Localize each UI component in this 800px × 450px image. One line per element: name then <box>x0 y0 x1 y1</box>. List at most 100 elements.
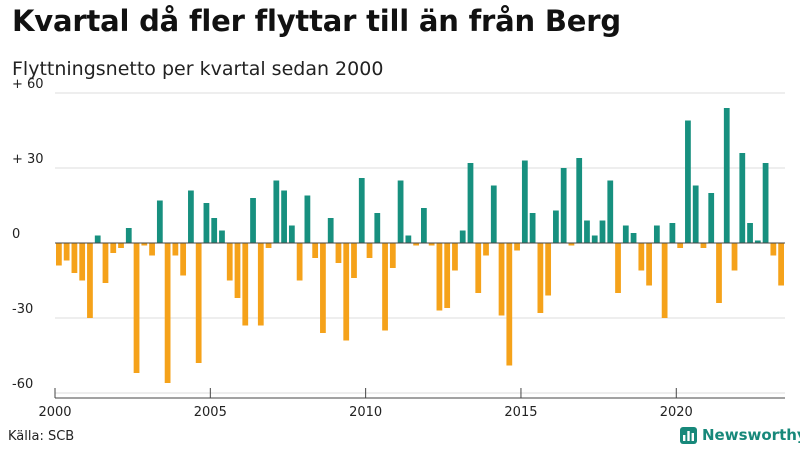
bar <box>374 213 381 243</box>
bar <box>125 228 132 243</box>
bar <box>203 203 210 243</box>
bar <box>219 230 225 243</box>
bar <box>669 223 676 243</box>
bar <box>110 243 117 253</box>
chart-title: Kvartal då fler flyttar till än från Ber… <box>12 4 621 38</box>
bar <box>615 243 621 293</box>
bar <box>149 243 155 256</box>
bar <box>716 243 722 303</box>
bar <box>452 243 458 271</box>
bar <box>778 243 784 286</box>
bar <box>607 180 614 243</box>
bar <box>343 243 350 341</box>
newsworthy-icon <box>680 426 697 444</box>
bar <box>188 190 194 243</box>
bar <box>265 243 272 248</box>
bar <box>195 243 202 363</box>
bar <box>747 223 753 243</box>
bar <box>436 243 443 311</box>
y-tick-label: -30 <box>12 302 33 317</box>
source-label: Källa: SCB <box>8 429 75 444</box>
y-tick-label: + 60 <box>12 77 44 92</box>
bar <box>358 178 365 243</box>
bar <box>754 240 761 243</box>
bar <box>273 180 280 243</box>
bar <box>731 243 738 271</box>
bar <box>545 243 552 296</box>
bar <box>506 243 513 366</box>
bar <box>226 243 233 281</box>
bar <box>304 195 311 243</box>
bar <box>591 235 598 243</box>
bar <box>296 243 303 281</box>
bar <box>56 243 62 266</box>
bar <box>234 243 241 298</box>
y-tick-label: 0 <box>12 227 20 242</box>
bar <box>382 243 388 331</box>
x-tick-label: 2015 <box>504 405 537 420</box>
bar <box>281 190 287 243</box>
bar <box>405 235 412 243</box>
bar <box>630 233 637 243</box>
x-tick-label: 2000 <box>38 405 71 420</box>
bar <box>118 243 124 248</box>
bar <box>257 243 264 326</box>
x-tick-label: 2005 <box>194 405 227 420</box>
bar <box>288 225 295 243</box>
bar <box>389 243 396 268</box>
bar <box>242 243 249 326</box>
bar <box>498 243 505 316</box>
brand-logo: Newsworthy <box>680 426 800 444</box>
bar <box>172 243 179 256</box>
bar <box>71 243 78 273</box>
bar-chart: + 60 + 30 0 -30 -60 2000 2005 2010 2015 2020 <box>12 77 785 420</box>
bar <box>762 163 769 243</box>
bar <box>568 243 575 246</box>
bar <box>576 158 583 243</box>
x-tick-label: 2010 <box>349 405 382 420</box>
bar <box>646 243 652 286</box>
x-tick-label: 2020 <box>660 405 693 420</box>
y-tick-label: -60 <box>12 377 33 392</box>
bar <box>739 153 746 243</box>
bar <box>653 225 660 243</box>
bar <box>700 243 707 248</box>
bar <box>459 230 466 243</box>
bar <box>677 243 684 248</box>
bar <box>770 243 777 256</box>
bar <box>320 243 326 333</box>
bar <box>661 243 668 318</box>
bar <box>312 243 319 258</box>
y-tick-label: + 30 <box>12 152 44 167</box>
bar <box>599 220 606 243</box>
bar <box>180 243 187 276</box>
bar <box>87 243 93 318</box>
bar <box>521 160 528 243</box>
bar <box>490 185 497 243</box>
bar <box>708 193 715 243</box>
bar <box>133 243 140 373</box>
bar <box>211 218 218 243</box>
axes: + 60 + 30 0 -30 -60 2000 2005 2010 2015 2020 <box>12 77 785 420</box>
bar <box>553 210 559 243</box>
bar <box>397 180 404 243</box>
bar <box>584 220 590 243</box>
bar <box>483 243 489 256</box>
bar <box>475 243 482 293</box>
bars <box>56 108 784 383</box>
bar <box>79 243 86 281</box>
bar <box>529 213 536 243</box>
bar <box>327 218 334 243</box>
bar <box>366 243 373 258</box>
bar <box>537 243 544 313</box>
brand-name: Newsworthy <box>702 426 800 444</box>
bar <box>444 243 451 308</box>
bar <box>428 243 435 246</box>
bar <box>467 163 474 243</box>
bar <box>514 243 520 251</box>
bar <box>63 243 70 261</box>
bar <box>102 243 109 283</box>
bar <box>421 208 427 243</box>
bar <box>723 108 730 243</box>
bar <box>638 243 645 271</box>
